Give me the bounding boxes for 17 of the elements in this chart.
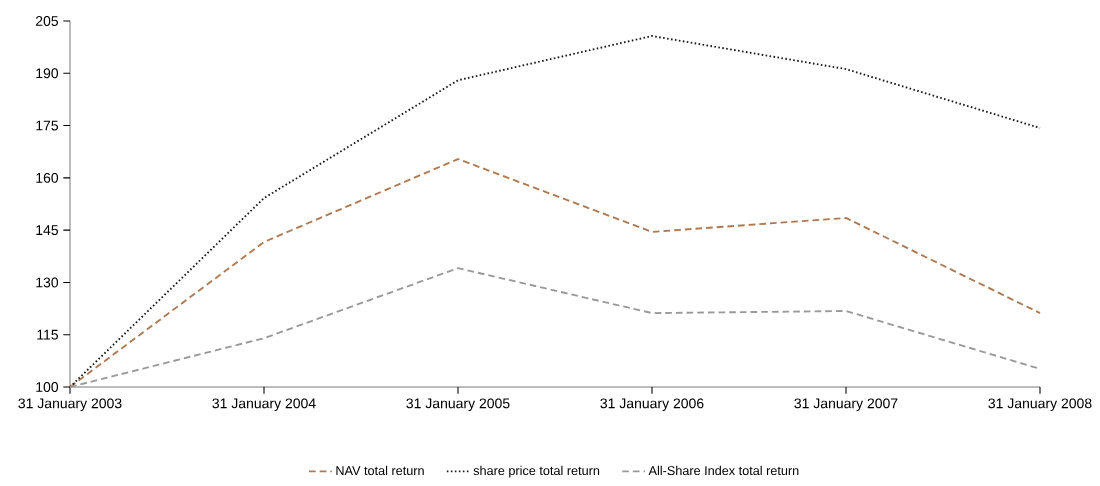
x-tick-label: 31 January 2005 [406,398,510,412]
y-tick-label: 145 [36,225,59,236]
y-tick-label: 205 [35,16,59,26]
x-tick-label: 31 January 2004 [212,398,316,412]
x-tick-label: 31 January 2008 [988,398,1092,412]
x-tick-label: 31 January 2003 [18,398,122,412]
legend-label: All-Share Index total return [648,465,799,476]
x-tick-label: 31 January 2007 [794,398,898,412]
y-tick-label: 130 [36,277,59,288]
y-tick-label: 175 [36,120,59,131]
x-tick-label: 31 January 2006 [600,398,704,412]
y-tick-label: 115 [37,329,59,340]
y-tick-label: 190 [36,68,59,79]
y-tick-label: 100 [36,382,59,392]
legend-label: share price total return [473,465,600,478]
legend-label: NAV total return [336,465,424,476]
y-tick-label: 160 [36,172,59,183]
